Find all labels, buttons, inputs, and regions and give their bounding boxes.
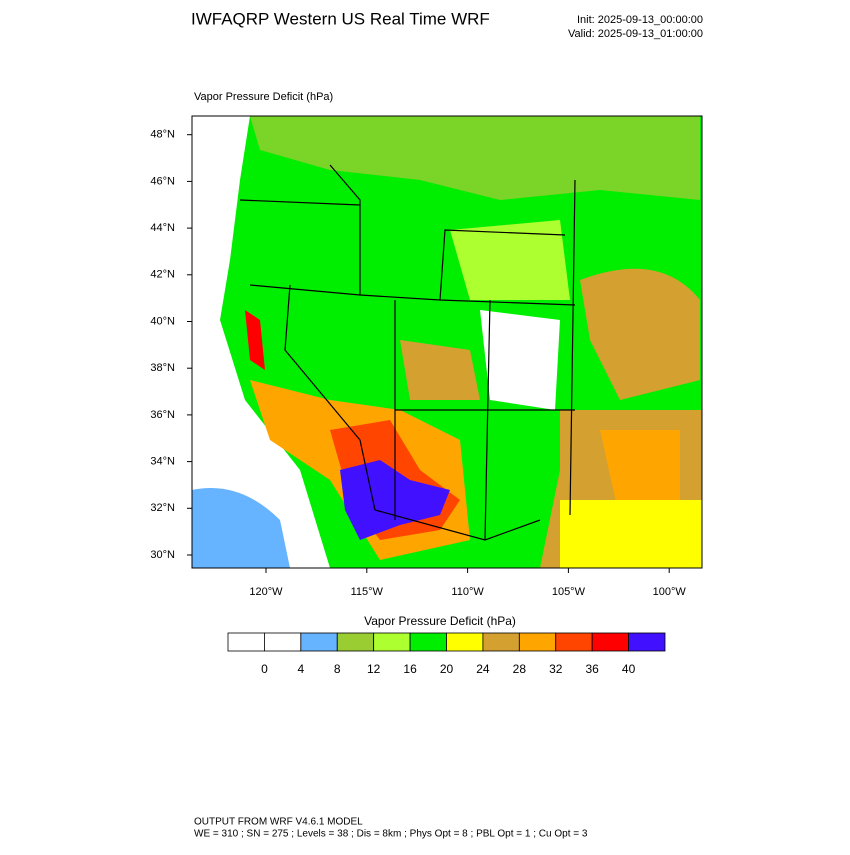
colorbar-label: 36 bbox=[585, 662, 599, 676]
colorbar-box bbox=[482, 632, 520, 652]
init-time: Init: 2025-09-13_00:00:00 bbox=[577, 14, 703, 26]
colorbar-label: 0 bbox=[261, 662, 268, 676]
lat-label: 46°N bbox=[150, 175, 175, 187]
lon-label: 115°W bbox=[351, 586, 384, 598]
valid-time: Valid: 2025-09-13_01:00:00 bbox=[568, 28, 703, 40]
title: IWFAQRP Western US Real Time WRF bbox=[191, 9, 490, 28]
lat-label: 48°N bbox=[150, 129, 175, 141]
lat-label: 30°N bbox=[150, 549, 175, 561]
colorbar-label: 40 bbox=[622, 662, 636, 676]
colorbar-box bbox=[446, 632, 484, 652]
map-field bbox=[191, 115, 703, 569]
colorbar-box bbox=[628, 632, 666, 652]
colorbar-box bbox=[591, 632, 629, 652]
lat-label: 38°N bbox=[150, 362, 175, 374]
lat-label: 42°N bbox=[150, 269, 175, 281]
lon-label: 120°W bbox=[249, 586, 283, 598]
lat-label: 32°N bbox=[150, 502, 175, 514]
lat-label: 40°N bbox=[150, 315, 175, 327]
lat-label: 34°N bbox=[150, 456, 175, 468]
colorbar-label: 20 bbox=[440, 662, 454, 676]
colorbar-box bbox=[264, 632, 302, 652]
lon-label: 105°W bbox=[552, 586, 586, 598]
footer-line: WE = 310 ; SN = 275 ; Levels = 38 ; Dis … bbox=[194, 829, 588, 840]
colorbar-label: 16 bbox=[403, 662, 417, 676]
footer-line: OUTPUT FROM WRF V4.6.1 MODEL bbox=[194, 817, 363, 828]
colorbar-box bbox=[336, 632, 375, 652]
colorbar-box bbox=[555, 632, 593, 652]
colorbar-title: Vapor Pressure Deficit (hPa) bbox=[364, 614, 516, 628]
colorbar-box bbox=[227, 632, 265, 652]
colorbar-box bbox=[518, 632, 557, 652]
colorbar-label: 24 bbox=[476, 662, 490, 676]
lat-label: 36°N bbox=[150, 409, 175, 421]
colorbar-box bbox=[300, 632, 338, 652]
colorbar-box bbox=[373, 632, 411, 652]
colorbar-box bbox=[409, 632, 447, 652]
colorbar-label: 28 bbox=[513, 662, 527, 676]
lon-label: 110°W bbox=[451, 586, 484, 598]
lon-label: 100°W bbox=[653, 586, 687, 598]
colorbar-label: 4 bbox=[297, 662, 304, 676]
map-subtitle: Vapor Pressure Deficit (hPa) bbox=[194, 91, 333, 103]
colorbar-label: 12 bbox=[367, 662, 381, 676]
colorbar-label: 8 bbox=[334, 662, 341, 676]
colorbar-label: 32 bbox=[549, 662, 563, 676]
lat-label: 44°N bbox=[150, 222, 175, 234]
